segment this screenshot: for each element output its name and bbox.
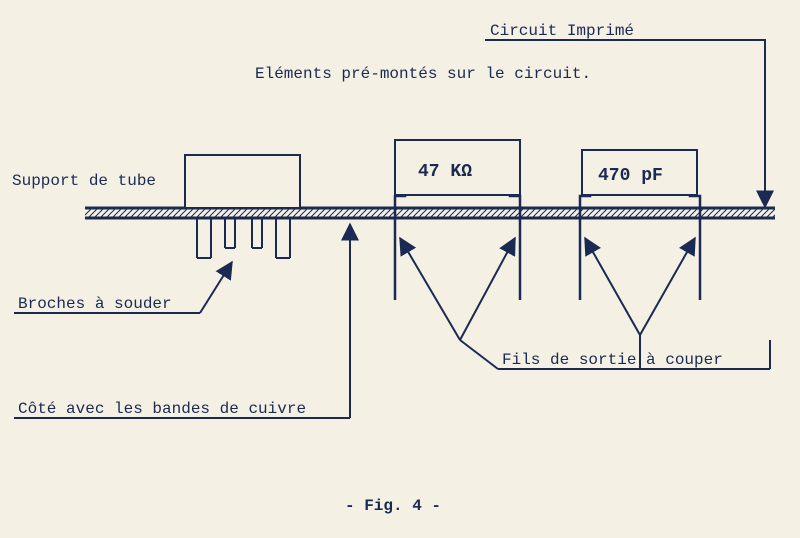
figure-title: Eléments pré-montés sur le circuit. [255,65,591,83]
text-cote-cuivre: Côté avec les bandes de cuivre [18,400,306,418]
solder-pins [197,218,290,258]
resistor-value: 47 KΩ [418,162,472,182]
tube-support [185,155,300,258]
label-broches: Broches à souder [14,262,232,313]
text-fils-sortie: Fils de sortie à couper [502,351,723,369]
label-cote-cuivre: Côté avec les bandes de cuivre [14,224,350,418]
capacitor-value: 470 pF [598,166,663,186]
label-fils-sortie: Fils de sortie à couper [400,238,770,369]
resistor-47k: 47 KΩ [395,140,520,300]
pcb-board [85,208,775,218]
figure-svg: Circuit Imprimé Eléments pré-montés sur … [0,0,800,538]
text-broches: Broches à souder [18,295,172,313]
capacitor-470pf: 470 pF [580,150,700,300]
figure-caption: - Fig. 4 - [345,497,441,515]
text-support-de-tube: Support de tube [12,172,156,190]
text-circuit-imprime: Circuit Imprimé [490,22,634,40]
